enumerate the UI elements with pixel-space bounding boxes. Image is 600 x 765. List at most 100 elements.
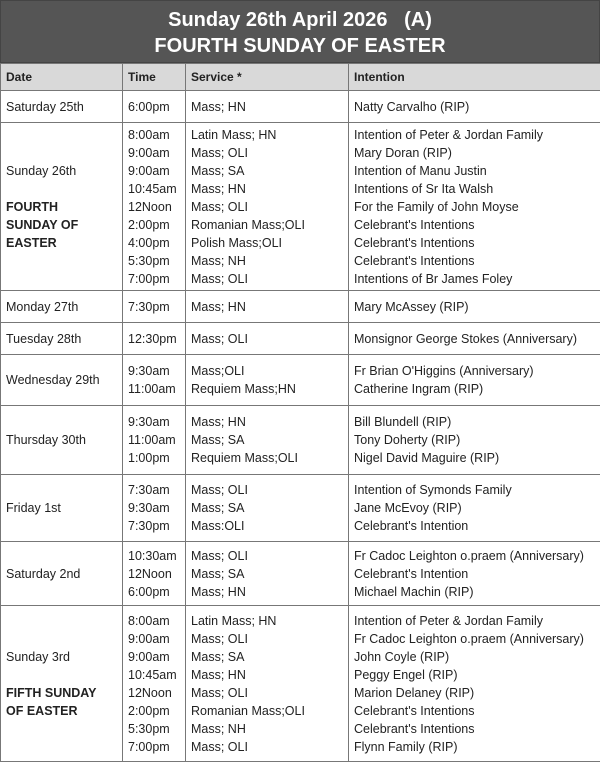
intention-entry: Fr Cadoc Leighton o.praem (Anniversary) — [354, 630, 595, 648]
intention-entry: Intentions of Sr Ita Walsh — [354, 180, 595, 198]
column-header-service: Service * — [186, 64, 349, 91]
service-entry: Mass; SA — [191, 565, 343, 583]
intention-entry: Celebrant's Intention — [354, 517, 595, 535]
time-entry: 10:45am — [128, 666, 180, 684]
time-entry: 9:30am — [128, 362, 180, 380]
service-entry: Mass; HN — [191, 180, 343, 198]
intention-entry: Intention of Peter & Jordan Family — [354, 612, 595, 630]
intention-entry: Fr Brian O'Higgins (Anniversary) — [354, 362, 595, 380]
date-cell: Wednesday 29th — [1, 355, 123, 406]
mass-schedule-table: Date Time Service * Intention Saturday 2… — [0, 63, 600, 762]
intention-entry: Mary McAssey (RIP) — [354, 298, 595, 316]
intention-entry: Marion Delaney (RIP) — [354, 684, 595, 702]
intention-entry: Celebrant's Intentions — [354, 720, 595, 738]
service-entry: Mass; OLI — [191, 330, 343, 348]
intention-entry: Fr Cadoc Leighton o.praem (Anniversary) — [354, 547, 595, 565]
time-entry: 1:00pm — [128, 449, 180, 467]
service-entry: Mass; SA — [191, 499, 343, 517]
time-entry: 7:30am — [128, 481, 180, 499]
time-cell: 6:00pm — [123, 91, 186, 123]
date-label: Monday 27th — [6, 298, 117, 316]
time-entry: 6:00pm — [128, 98, 180, 116]
table-header-row: Date Time Service * Intention — [1, 64, 600, 91]
date-cell: Thursday 30th — [1, 406, 123, 475]
service-entry: Latin Mass; HN — [191, 126, 343, 144]
service-cell: Mass; HN — [186, 291, 349, 323]
time-entry: 4:00pm — [128, 234, 180, 252]
date-cell: Friday 1st — [1, 475, 123, 542]
date-cell: Monday 27th — [1, 291, 123, 323]
time-entry: 11:00am — [128, 380, 180, 398]
time-entry: 7:00pm — [128, 738, 180, 756]
service-entry: Mass; OLI — [191, 630, 343, 648]
date-label: Wednesday 29th — [6, 371, 117, 389]
service-entry: Romanian Mass;OLI — [191, 702, 343, 720]
time-entry: 7:00pm — [128, 270, 180, 288]
date-cell: Saturday 2nd — [1, 542, 123, 606]
date-label: Sunday 3rd — [6, 648, 117, 666]
intention-entry: Celebrant's Intentions — [354, 234, 595, 252]
service-entry: Mass; OLI — [191, 198, 343, 216]
intention-entry: Natty Carvalho (RIP) — [354, 98, 595, 116]
service-entry: Mass; NH — [191, 252, 343, 270]
intention-entry: Monsignor George Stokes (Anniversary) — [354, 330, 595, 348]
time-entry: 9:30am — [128, 413, 180, 431]
time-entry: 9:00am — [128, 648, 180, 666]
intention-entry: Bill Blundell (RIP) — [354, 413, 595, 431]
header-subtitle: FOURTH SUNDAY OF EASTER — [1, 33, 599, 59]
service-entry: Mass:OLI — [191, 517, 343, 535]
column-header-date: Date — [1, 64, 123, 91]
service-entry: Mass; OLI — [191, 684, 343, 702]
intention-entry: Intention of Symonds Family — [354, 481, 595, 499]
intention-cell: Fr Brian O'Higgins (Anniversary)Catherin… — [349, 355, 600, 406]
date-cell: Tuesday 28th — [1, 323, 123, 355]
header-title: Sunday 26th April 2026 (A) — [1, 7, 599, 33]
time-entry: 7:30pm — [128, 517, 180, 535]
service-entry: Latin Mass; HN — [191, 612, 343, 630]
service-entry: Mass; OLI — [191, 270, 343, 288]
intention-entry: Celebrant's Intentions — [354, 216, 595, 234]
intention-entry: Celebrant's Intention — [354, 565, 595, 583]
service-entry: Mass; HN — [191, 413, 343, 431]
intention-cell: Natty Carvalho (RIP) — [349, 91, 600, 123]
intention-entry: Catherine Ingram (RIP) — [354, 380, 595, 398]
service-cell: Mass; HN — [186, 91, 349, 123]
time-entry: 9:00am — [128, 630, 180, 648]
intention-cell: Monsignor George Stokes (Anniversary) — [349, 323, 600, 355]
service-entry: Mass; HN — [191, 583, 343, 601]
date-label: Friday 1st — [6, 499, 117, 517]
service-entry: Mass; HN — [191, 98, 343, 116]
intention-entry: Celebrant's Intentions — [354, 702, 595, 720]
intention-entry: Intention of Peter & Jordan Family — [354, 126, 595, 144]
time-entry: 9:30am — [128, 499, 180, 517]
intention-entry: Peggy Engel (RIP) — [354, 666, 595, 684]
time-entry: 12Noon — [128, 198, 180, 216]
service-entry: Mass; SA — [191, 648, 343, 666]
page-header: Sunday 26th April 2026 (A) FOURTH SUNDAY… — [0, 0, 600, 63]
service-entry: Requiem Mass;OLI — [191, 449, 343, 467]
service-entry: Mass; OLI — [191, 481, 343, 499]
time-cell: 7:30pm — [123, 291, 186, 323]
service-entry: Mass; SA — [191, 162, 343, 180]
service-entry: Mass; OLI — [191, 547, 343, 565]
intention-entry: Michael Machin (RIP) — [354, 583, 595, 601]
time-entry: 12Noon — [128, 565, 180, 583]
service-entry: Romanian Mass;OLI — [191, 216, 343, 234]
